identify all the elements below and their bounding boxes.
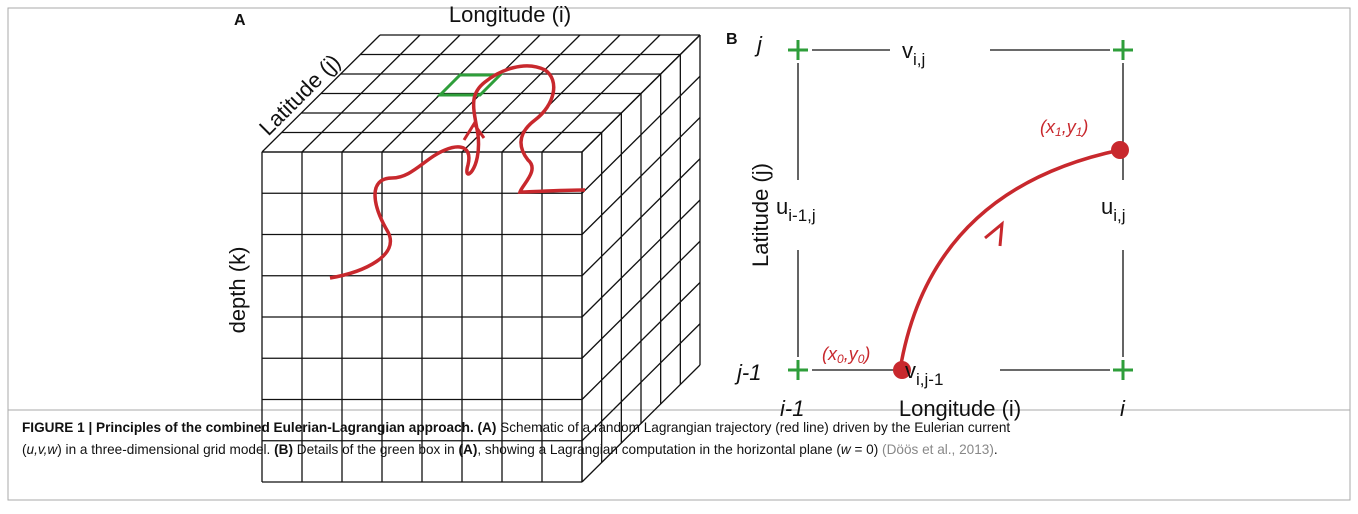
caption-run: FIGURE 1 | Principles of the combined Eu… [22, 420, 496, 435]
axis-label: Longitude (i) [899, 396, 1021, 421]
text: (x [1040, 117, 1056, 137]
subscript: i,j [913, 50, 925, 69]
subscript: i,j-1 [916, 370, 943, 389]
end-point [1111, 141, 1129, 159]
axis-label: Latitude (j) [254, 49, 345, 140]
symbol: v [905, 358, 916, 383]
text: ,y [1062, 117, 1077, 137]
caption-run: w [841, 442, 852, 457]
caption-run: u,v,w [27, 442, 59, 457]
frame [7, 7, 1351, 501]
caption-run: Schematic of a random Lagrangian traject… [496, 420, 1010, 435]
caption-run: ) in a three-dimensional grid model. [57, 442, 274, 457]
caption-line: (u,v,w) in a three-dimensional grid mode… [22, 442, 998, 457]
flux-label: vi,j-1 [905, 358, 943, 389]
caption-run: (A) [458, 442, 477, 457]
symbol: u [1101, 194, 1113, 219]
axis-label: Latitude (j) [748, 163, 773, 267]
axis-label: depth (k) [225, 247, 250, 334]
subscript: i,j [1113, 206, 1125, 225]
caption-run: ( [22, 442, 27, 457]
subscript: i-1,j [788, 206, 815, 225]
corner-markers [788, 40, 1133, 380]
trajectory [329, 64, 586, 280]
corner-label: i [1120, 396, 1126, 421]
text: ) [862, 344, 870, 364]
corner-label: j-1 [734, 360, 761, 385]
trajectory-arrow [462, 121, 486, 141]
subscript: 0 [837, 352, 844, 366]
point-label: (x0,y0) [822, 344, 870, 366]
text: (x [822, 344, 838, 364]
green-box [436, 73, 504, 97]
subscript: 0 [858, 352, 865, 366]
axis-label: Longitude (i) [449, 2, 571, 27]
start-point [893, 361, 911, 379]
flux-label: ui,j [1101, 194, 1126, 225]
subscript: 1 [1076, 125, 1083, 139]
panel-letter: A [234, 12, 246, 29]
symbol: v [902, 38, 913, 63]
symbol: u [776, 194, 788, 219]
caption-run: = 0) [851, 442, 882, 457]
point-label: (x1,y1) [1040, 117, 1088, 139]
caption-run: , showing a Lagrangian computation in th… [477, 442, 841, 457]
trajectory-arrow [984, 220, 1004, 247]
flux-label: vi,j [902, 38, 925, 69]
text: ,y [844, 344, 859, 364]
cell [797, 49, 1124, 371]
caption-run: (B) [274, 442, 293, 457]
caption-run: (Döös et al., 2013) [882, 442, 994, 457]
caption-run: . [994, 442, 998, 457]
corner-label: j [754, 32, 763, 57]
caption-line: FIGURE 1 | Principles of the combined Eu… [22, 420, 1010, 435]
grid-cube [261, 34, 701, 483]
text: ) [1080, 117, 1088, 137]
subscript: 1 [1055, 125, 1062, 139]
trajectory [898, 148, 1121, 371]
corner-label: i-1 [780, 396, 804, 421]
flux-label: ui-1,j [776, 194, 816, 225]
caption-run: Details of the green box in [293, 442, 459, 457]
panel-letter: B [726, 31, 738, 48]
